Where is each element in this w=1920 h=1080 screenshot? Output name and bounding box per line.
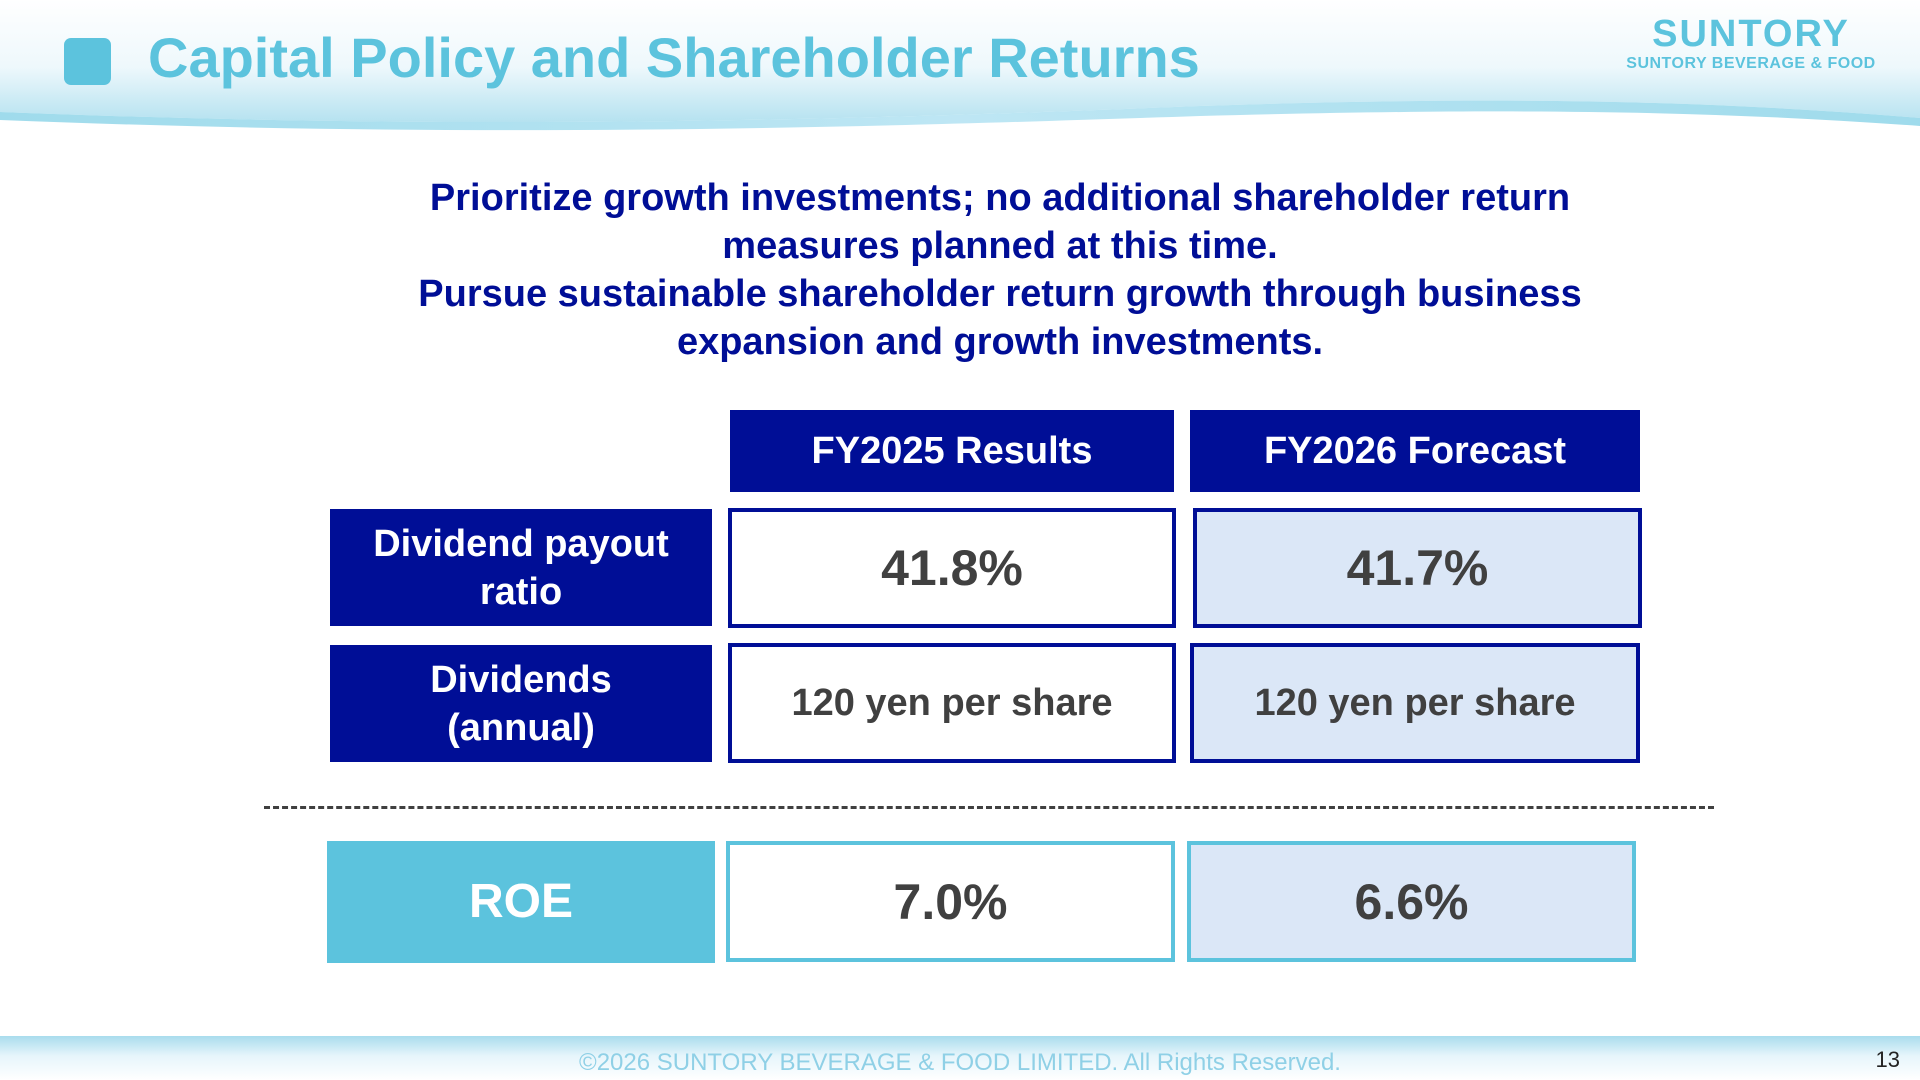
statement-line-2: measures planned at this time. (722, 225, 1278, 267)
cell-roe-fy2025: 7.0% (726, 841, 1175, 962)
row-header-line-2: ratio (479, 570, 563, 613)
cell-dividends-fy2025: 120 yen per share (728, 643, 1176, 763)
footer-band (0, 1036, 1920, 1080)
statement-line-1: Prioritize growth investments; no additi… (429, 177, 1571, 219)
row-header-dividend-payout-ratio: Dividend payout ratio (330, 509, 712, 626)
cell-payout-fy2026: 41.7% (1193, 508, 1642, 628)
column-header-fy2025: FY2025 Results (730, 410, 1174, 492)
row-header-line-1: Dividends (430, 658, 612, 701)
page-title: Capital Policy and Shareholder Returns (148, 26, 1200, 89)
header-wave-decoration (0, 0, 1920, 131)
row-header-line-2: (annual) (447, 706, 595, 749)
dashed-separator (264, 806, 1714, 809)
cell-dividends-fy2026: 120 yen per share (1190, 643, 1640, 763)
cell-roe-fy2026: 6.6% (1187, 841, 1636, 962)
logo-wordmark: SUNTORY (1652, 13, 1850, 55)
page-number: 13 (1875, 1047, 1900, 1072)
policy-statement: Prioritize growth investments; no additi… (300, 174, 1700, 366)
statement-line-3: Pursue sustainable shareholder return gr… (418, 273, 1582, 315)
cell-payout-fy2025: 41.8% (728, 508, 1176, 628)
row-header-line-1: Dividend payout (373, 522, 669, 565)
suntory-logo: SUNTORY SUNTORY BEVERAGE & FOOD (1606, 14, 1896, 74)
title-bullet-square (64, 38, 111, 85)
column-header-fy2026: FY2026 Forecast (1190, 410, 1640, 492)
logo-subtitle: SUNTORY BEVERAGE & FOOD (1626, 55, 1876, 72)
copyright-notice: ©2026 SUNTORY BEVERAGE & FOOD LIMITED. A… (579, 1049, 1341, 1076)
row-header-roe: ROE (327, 841, 715, 963)
statement-line-4: expansion and growth investments. (676, 321, 1324, 363)
row-header-dividends-annual: Dividends (annual) (330, 645, 712, 762)
